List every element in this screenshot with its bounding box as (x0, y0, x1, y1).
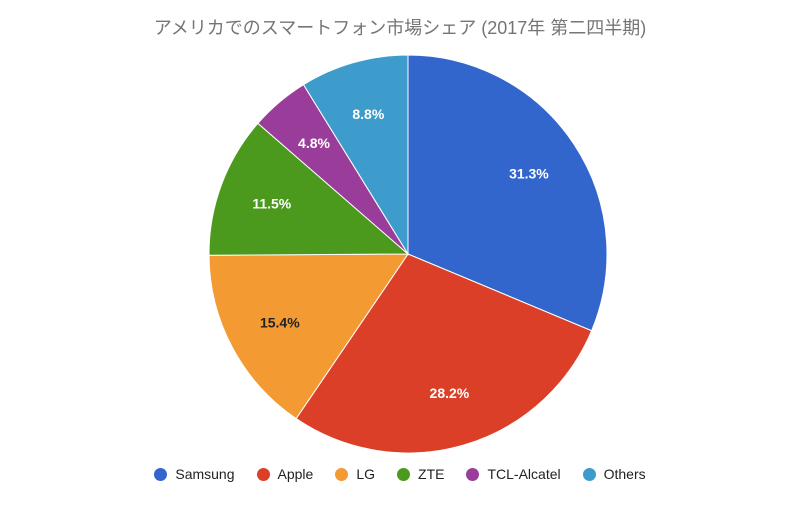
legend-label: Samsung (175, 466, 235, 482)
data-label: 4.8% (298, 135, 330, 151)
legend-label: TCL-Alcatel (487, 466, 561, 482)
legend-label: Others (603, 466, 646, 482)
pie-slice-others[interactable] (302, 54, 409, 256)
legend: Samsung Apple LG ZTE TCL-Alcatel Others (0, 466, 800, 482)
legend-item[interactable]: LG (335, 466, 375, 482)
data-label: 15.4% (260, 314, 300, 330)
data-label: 28.2% (430, 385, 470, 401)
legend-swatch (256, 467, 270, 481)
legend-swatch (582, 467, 596, 481)
legend-label: LG (356, 466, 376, 482)
legend-swatch (466, 467, 480, 481)
pie-slice-apple[interactable] (295, 253, 593, 454)
legend-item[interactable]: Others (582, 466, 646, 482)
legend-item[interactable]: ZTE (397, 466, 444, 482)
chart-title: アメリカでのスマートフォン市場シェア (2017年 第二四半期) (153, 18, 647, 38)
pie-slice-samsung[interactable] (407, 54, 608, 332)
data-label: 11.5% (252, 196, 291, 212)
pie-slice-lg[interactable] (208, 253, 409, 420)
legend-item[interactable]: Samsung (154, 466, 235, 482)
pie-chart: 31.3% 28.2% 15.4% 11.5% 4.8% 8.8% (208, 54, 608, 454)
legend-item[interactable]: Apple (256, 466, 314, 482)
legend-swatch (335, 467, 349, 481)
pie-slice-zte[interactable] (208, 122, 410, 256)
legend-swatch (154, 467, 168, 481)
data-label: 31.3% (509, 165, 549, 181)
legend-label: ZTE (418, 466, 445, 482)
data-label: 8.8% (352, 106, 384, 122)
legend-item[interactable]: TCL-Alcatel (466, 466, 561, 482)
legend-label: Apple (277, 466, 314, 482)
legend-swatch (397, 467, 411, 481)
